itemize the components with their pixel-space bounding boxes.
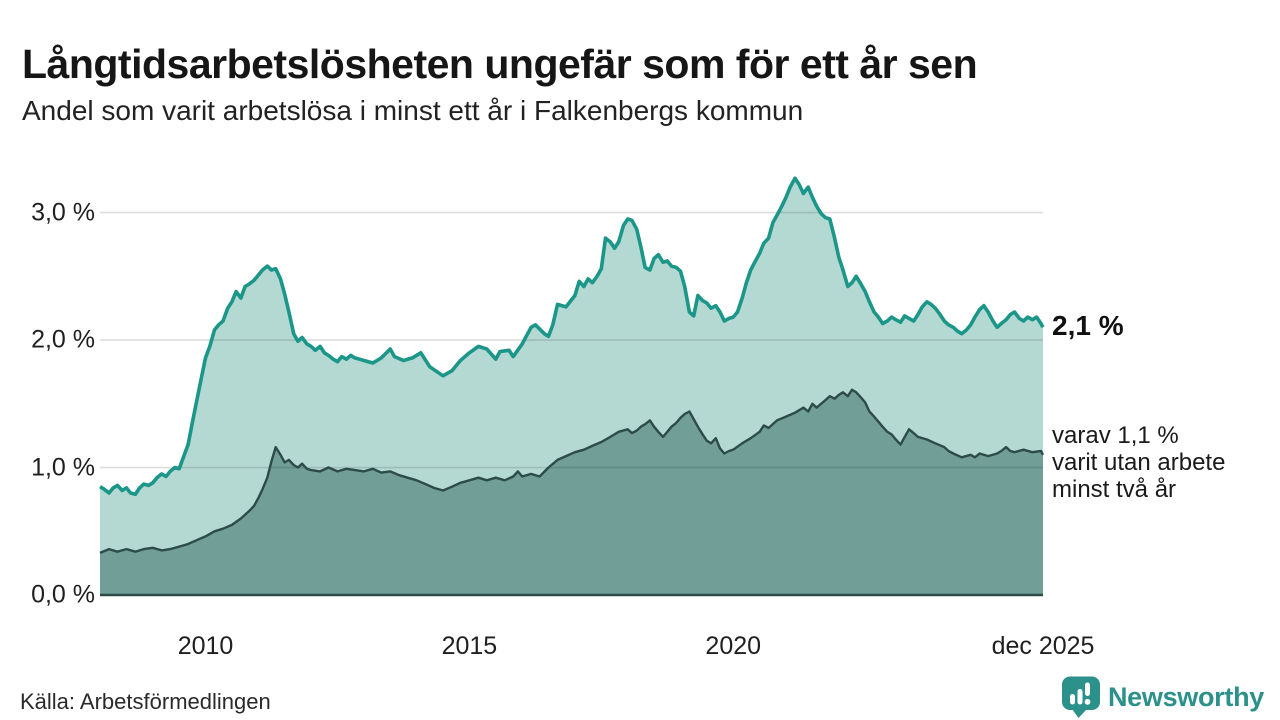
y-tick-label: 1,0 % xyxy=(31,453,95,482)
x-tick-label: 2010 xyxy=(177,632,234,660)
newsworthy-logo: Newsworthy xyxy=(1061,676,1264,718)
end-value-label-secondary: varav 1,1 % varit utan arbete minst två … xyxy=(1052,422,1225,503)
chart-subtitle: Andel som varit arbetslösa i minst ett å… xyxy=(22,95,804,126)
end-value-label-total: 2,1 % xyxy=(1052,310,1124,341)
newsworthy-wordmark: Newsworthy xyxy=(1107,681,1264,712)
source-caption: Källa: Arbetsförmedlingen xyxy=(20,689,271,714)
x-tick-label: 2020 xyxy=(705,632,762,660)
page-title: Långtidsarbetslösheten ungefär som för e… xyxy=(22,41,978,88)
y-tick-label: 2,0 % xyxy=(31,325,95,354)
y-tick-label: 0,0 % xyxy=(31,580,95,609)
x-tick-label: 2015 xyxy=(441,632,498,660)
line-two-years-unemployed xyxy=(99,388,1045,555)
y-tick-label: 3,0 % xyxy=(31,198,95,227)
newsworthy-icon xyxy=(1061,676,1101,718)
secondary-label-line-3: minst två år xyxy=(1052,476,1177,503)
area-two-years-unemployed xyxy=(100,389,1043,595)
line-total-unemployed xyxy=(99,176,1045,497)
secondary-label-line-2: varit utan arbete xyxy=(1052,449,1226,476)
secondary-label-line-1: varav 1,1 % xyxy=(1052,422,1179,449)
x-tick-label: dec 2025 xyxy=(991,632,1095,660)
